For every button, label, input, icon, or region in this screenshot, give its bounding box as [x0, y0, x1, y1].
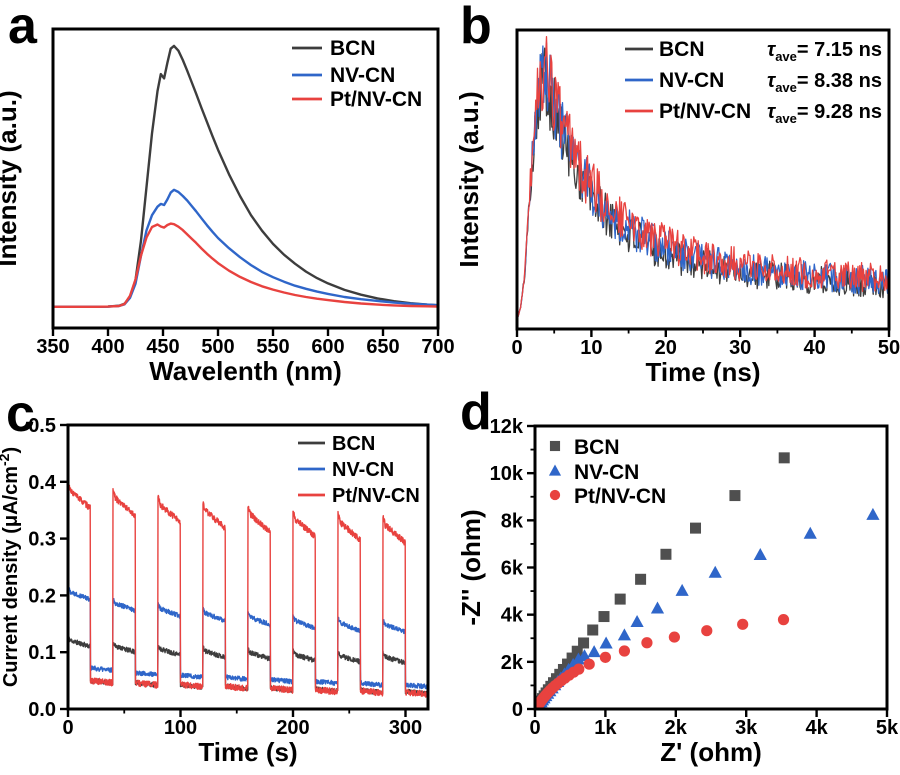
panel-b-label: b — [460, 0, 492, 55]
d-x-axis-label: Z' (ohm) — [660, 737, 762, 767]
b-tau-value-Pt/NV-CN: τave= 9.28 ns — [767, 101, 882, 126]
d-x-tick-label: 2k — [665, 717, 688, 739]
a-x-tick-label: 450 — [146, 336, 179, 358]
b-x-tick-label: 30 — [729, 337, 751, 359]
c-y-tick-label: 0.5 — [28, 415, 56, 437]
c-y-axis-label: Current density (μA/cm-2) — [0, 447, 22, 687]
a-plot-area — [53, 44, 438, 308]
legend-marker-NV-CN — [548, 464, 562, 476]
c-y-tick-label: 0.2 — [28, 585, 56, 607]
b-legend-label-BCN: BCN — [659, 38, 705, 61]
b-tau-value-BCN: τave= 7.15 ns — [767, 39, 882, 64]
d-y-tick-label: 2k — [501, 652, 524, 674]
d-y-tick-label: 4k — [501, 605, 524, 627]
b-x-tick-label: 50 — [878, 337, 900, 359]
b-x-tick-label: 0 — [511, 337, 522, 359]
a-legend-label-BCN: BCN — [330, 37, 376, 60]
b-x-axis-label: Time (ns) — [645, 357, 760, 387]
legend-marker-Pt/NV-CN — [549, 489, 561, 501]
panel-d-label: d — [460, 383, 492, 441]
d-x-tick-label: 5k — [876, 717, 899, 739]
c-legend-label-NV-CN: NV-CN — [332, 459, 394, 481]
d-plot-area — [535, 452, 880, 709]
b-tau-value-NV-CN: τave= 8.38 ns — [767, 70, 882, 95]
d-legend-label-NV-CN: NV-CN — [574, 461, 639, 484]
panel-a-chart: 350 400 450 500 550 600 650 700 Wavelenth (nm) In… — [0, 27, 455, 386]
c-x-tick-label: 200 — [276, 717, 309, 739]
c-plot-area — [68, 480, 428, 698]
d-legend-label-BCN: BCN — [574, 436, 620, 459]
b-plot-area — [517, 35, 889, 322]
a-x-tick-label: 400 — [91, 336, 124, 358]
b-x-tick-label: 10 — [580, 337, 602, 359]
d-y-tick-label: 0 — [512, 699, 523, 721]
d-legend-label-Pt/NV-CN: Pt/NV-CN — [574, 485, 666, 508]
d-y-tick-label: 8k — [501, 510, 524, 532]
panel-c-chart: 0 100 200 300 0.0 0.1 0.2 0.3 0.4 0.5 Time (s) Curr… — [0, 415, 430, 767]
b-x-tick-label: 20 — [655, 337, 677, 359]
c-y-tick-label: 0.0 — [28, 699, 56, 721]
c-legend-label-Pt/NV-CN: Pt/NV-CN — [332, 485, 420, 507]
b-legend-label-Pt/NV-CN: Pt/NV-CN — [659, 100, 751, 123]
a-frame — [51, 27, 440, 330]
b-y-axis-label: Intensity (a.u.) — [454, 91, 484, 267]
a-legend-label-Pt/NV-CN: Pt/NV-CN — [330, 88, 422, 111]
c-y-tick-label: 0.3 — [28, 529, 56, 551]
c-y-tick-label: 0.4 — [28, 472, 57, 494]
a-y-axis-label: Intensity (a.u.) — [0, 90, 22, 266]
a-x-tick-label: 500 — [201, 336, 234, 358]
a-x-tick-label: 600 — [311, 336, 344, 358]
c-x-tick-label: 100 — [164, 717, 197, 739]
d-y-tick-label: 12k — [490, 416, 524, 438]
c-y-tick-label: 0.1 — [28, 642, 56, 664]
series-NV-CN — [535, 507, 880, 709]
c-legend: BCN NV-CN Pt/NV-CN — [298, 433, 420, 507]
a-x-tick-label: 350 — [36, 336, 69, 358]
a-x-tick-label: 550 — [256, 336, 289, 358]
panel-a-label: a — [8, 0, 37, 55]
a-legend-label-NV-CN: NV-CN — [330, 64, 395, 87]
c-legend-label-BCN: BCN — [332, 433, 375, 455]
c-x-tick-label: 300 — [389, 717, 422, 739]
d-x-tick-label: 4k — [805, 717, 828, 739]
series-Pt/NV-CN — [535, 614, 790, 709]
d-y-axis-label: -Z'' (ohm) — [456, 509, 486, 625]
panel-d-chart: 0 1k 2k 3k 4k 5k 0 2k 4k 6k 8k 10k 12k Z' (ohm) -Z'' (… — [456, 416, 899, 767]
d-x-tick-label: 1k — [594, 717, 617, 739]
d-y-tick-label: 6k — [501, 558, 524, 580]
series-Pt/NV-CN — [68, 480, 428, 698]
panel-b-chart: 0 10 20 30 40 50 Time (ns) Intensity (a.u.) BCN τ… — [454, 28, 900, 387]
c-x-tick-label: 0 — [62, 717, 73, 739]
b-legend: BCN τave= 7.15 ns NV-CN τave= 8.38 ns Pt/NV-… — [625, 38, 882, 126]
legend-marker-BCN — [549, 440, 561, 452]
d-y-tick-label: 10k — [490, 463, 524, 485]
a-x-tick-label: 650 — [366, 336, 399, 358]
c-x-axis-label: Time (s) — [198, 737, 297, 767]
series-Pt/NV-CN — [53, 222, 438, 308]
panel-c-label: c — [6, 385, 35, 443]
c-frame — [66, 423, 430, 711]
d-x-tick-label: 3k — [735, 717, 758, 739]
d-x-tick-label: 0 — [529, 717, 540, 739]
series-Pt/NV-CN — [517, 35, 889, 322]
b-legend-label-NV-CN: NV-CN — [659, 69, 724, 92]
a-x-axis-label: Wavelenth (nm) — [149, 356, 342, 386]
a-x-tick-label: 700 — [421, 336, 454, 358]
b-x-tick-label: 40 — [803, 337, 825, 359]
